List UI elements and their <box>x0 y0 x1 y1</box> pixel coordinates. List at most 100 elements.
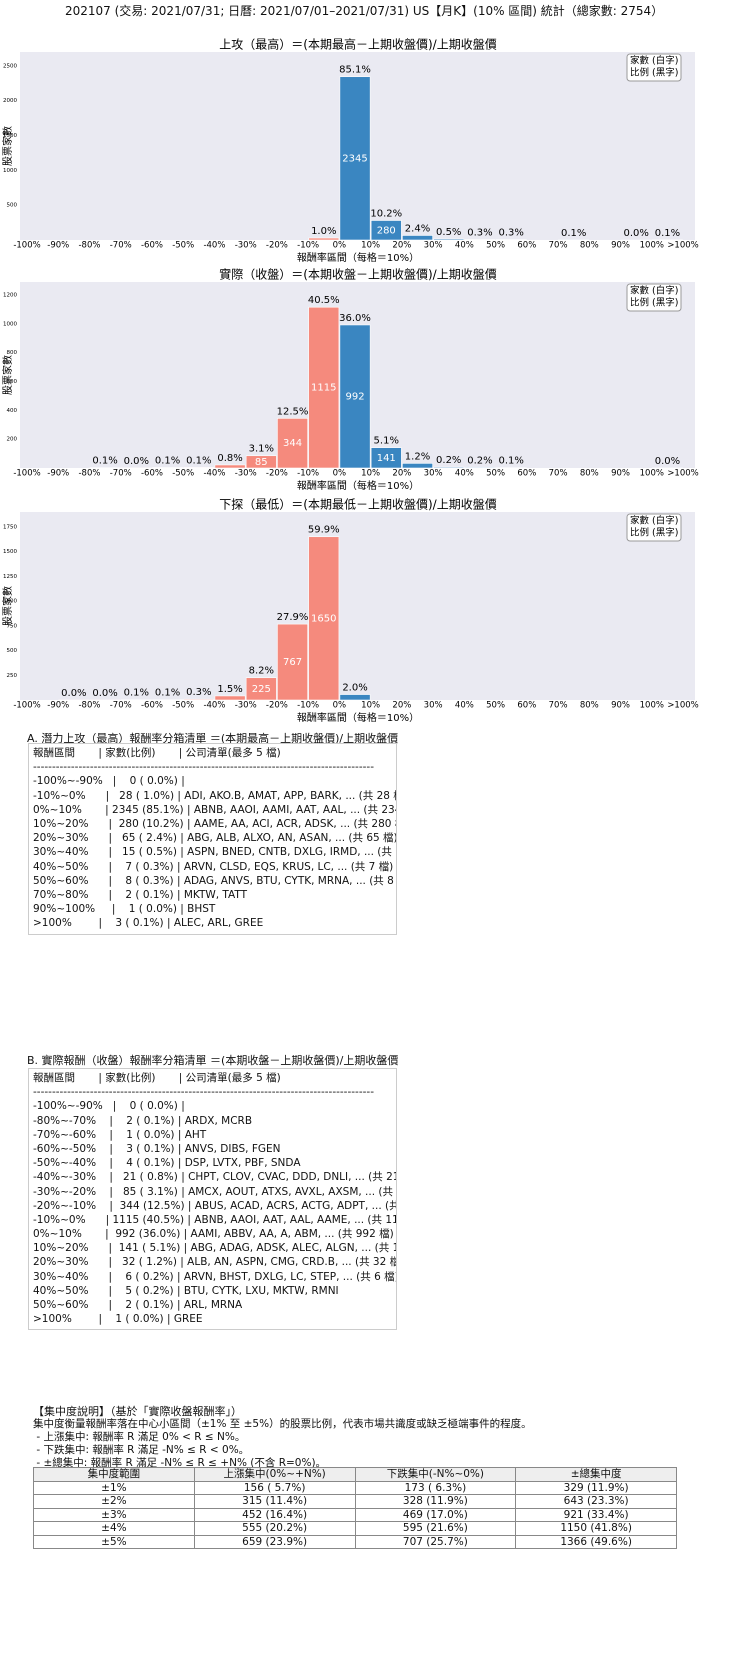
x-tick-label: 90% <box>611 701 630 711</box>
x-tick-label: >100% <box>667 701 698 711</box>
x-tick-label: -30% <box>235 469 257 479</box>
legend-box <box>626 53 682 82</box>
x-tick-label: 100% <box>640 701 664 711</box>
y-axis-label: 股票家數 <box>1 126 14 166</box>
table-row: ±1% 156 ( 5.7%) 173 ( 6.3%) 329 (11.9%) <box>33 1480 677 1495</box>
x-tick-label: -100% <box>13 241 40 251</box>
y-tick-label: 600 <box>7 379 18 385</box>
x-tick-label: -30% <box>235 241 257 251</box>
y-tick-label: 2000 <box>3 98 17 104</box>
x-tick-label: 50% <box>486 469 505 479</box>
chart-title: 下探（最低）＝(本期最低－上期收盤價)/上期收盤價 <box>219 498 496 512</box>
list-row: 0%~10% | 2345 (85.1%) | ABNB, AAOI, AAMI… <box>33 803 397 816</box>
y-tick-label: 500 <box>7 648 18 654</box>
bar <box>214 464 246 469</box>
x-tick-label: -60% <box>141 241 163 251</box>
x-tick-label: 20% <box>392 469 411 479</box>
count-label: 280 <box>377 225 396 236</box>
legend-entry: 比例 (黑字) <box>630 297 678 309</box>
table-header-cell: 上漲集中(0%~+N%) <box>193 1467 356 1482</box>
y-tick-label: 1500 <box>3 549 17 555</box>
bar <box>245 455 277 469</box>
x-tick-label: -50% <box>172 241 194 251</box>
list-row: -100%~-90% | 0 ( 0.0%) | <box>33 1100 185 1113</box>
x-tick-label: -70% <box>110 469 132 479</box>
bar <box>402 235 433 241</box>
table-cell: ±2% <box>33 1494 195 1509</box>
count-label: 344 <box>283 438 302 449</box>
y-tick-label: 1250 <box>3 574 17 580</box>
list-row: 20%~30% | 65 ( 2.4%) | ABG, ALB, ALXO, A… <box>33 832 397 845</box>
share-label: 5.1% <box>374 436 399 447</box>
table-cell: 921 (33.4%) <box>515 1507 677 1522</box>
table-cell: 315 (11.4%) <box>193 1494 356 1509</box>
x-tick-label: 70% <box>549 701 568 711</box>
section-title: A. 潛力上攻（最高）報酬率分箱清單 ＝(本期最高－上期收盤價)/上期收盤價 <box>27 732 399 745</box>
table-cell: ±5% <box>33 1534 195 1549</box>
count-label: 141 <box>377 453 396 464</box>
bar <box>308 237 340 241</box>
table-cell: 452 (16.4%) <box>193 1507 356 1522</box>
share-label: 59.9% <box>308 525 340 536</box>
y-tick-label: 500 <box>7 203 18 209</box>
list-row: 10%~20% | 280 (10.2%) | AAME, AA, ACI, A… <box>33 817 397 830</box>
bar <box>308 536 340 701</box>
table-header-cell: 下跌集中(-N%~0%) <box>354 1467 517 1482</box>
table-header-cell: ±總集中度 <box>515 1467 677 1482</box>
bar <box>495 239 527 241</box>
list-row: 90%~100% | 1 ( 0.0%) | BHST <box>33 903 216 916</box>
x-tick-label: 90% <box>611 469 630 479</box>
legend-entry: 比例 (黑字) <box>630 67 678 79</box>
x-tick-label: 60% <box>517 701 536 711</box>
list-row: 20%~30% | 32 ( 1.2%) | ALB, AN, ASPN, CM… <box>33 1256 397 1269</box>
x-tick-label: -70% <box>110 241 132 251</box>
x-tick-label: -90% <box>47 701 69 711</box>
count-label: 225 <box>252 684 271 695</box>
share-label: 0.1% <box>655 228 680 239</box>
share-label: 40.5% <box>308 295 340 306</box>
concentration-line: - 下跌集中: 報酬率 R 滿足 -N% ≤ R < 0%。 <box>33 1444 250 1456</box>
bar <box>339 76 371 241</box>
x-tick-label: -40% <box>203 241 225 251</box>
x-tick-label: -10% <box>297 469 319 479</box>
concentration-line: 集中度衡量報酬率落在中心小區間（±1% 至 ±5%）的股票比例，代表市場共識度或… <box>33 1418 532 1430</box>
bar <box>277 418 308 469</box>
bar <box>433 238 465 241</box>
share-label: 0.2% <box>467 455 492 466</box>
list-row: -30%~-20% | 85 ( 3.1%) | AMCX, AOUT, ATX… <box>33 1185 397 1198</box>
share-label: 27.9% <box>277 612 309 623</box>
x-tick-label: 10% <box>361 469 380 479</box>
x-tick-label: -20% <box>266 241 288 251</box>
bar <box>370 220 402 241</box>
x-tick-label: 30% <box>424 241 443 251</box>
table-cell: 156 ( 5.7%) <box>193 1480 356 1495</box>
list-row: -10%~0% | 28 ( 1.0%) | ADI, AKO.B, AMAT,… <box>33 789 397 802</box>
x-tick-label: 40% <box>455 701 474 711</box>
legend-entry: 家數 (白字) <box>630 515 678 527</box>
share-label: 12.5% <box>277 406 309 417</box>
y-tick-label: 1000 <box>3 599 17 605</box>
charts: 上攻（最高）＝(本期最高－上期收盤價)/上期收盤價股票家數報酬率區間（每格＝10… <box>1 37 699 725</box>
y-tick-label: 1500 <box>3 133 17 139</box>
x-tick-label: >100% <box>667 241 698 251</box>
share-label: 3.1% <box>249 444 274 455</box>
share-label: 8.2% <box>249 666 274 677</box>
list-separator: ----------------------------------------… <box>33 761 374 774</box>
x-tick-label: -50% <box>172 701 194 711</box>
list-row: 50%~60% | 8 ( 0.3%) | ADAG, ANVS, BTU, C… <box>33 874 397 887</box>
bar <box>183 698 215 701</box>
share-label: 0.3% <box>186 687 211 698</box>
count-label: 767 <box>283 657 302 668</box>
bar <box>464 466 496 469</box>
list-row: 40%~50% | 7 ( 0.3%) | ARVN, CLSD, EQS, K… <box>33 860 394 873</box>
count-label: 2345 <box>342 153 367 164</box>
x-tick-label: -60% <box>141 701 163 711</box>
list-header: 報酬區間 | 家數(比例) | 公司清單(最多 5 檔) <box>33 1072 281 1084</box>
x-tick-label: 90% <box>611 241 630 251</box>
share-label: 1.2% <box>405 451 430 462</box>
share-label: 0.1% <box>155 456 180 467</box>
bar <box>183 467 215 469</box>
table-cell: ±1% <box>33 1480 195 1495</box>
table-cell: 173 ( 6.3%) <box>354 1480 517 1495</box>
